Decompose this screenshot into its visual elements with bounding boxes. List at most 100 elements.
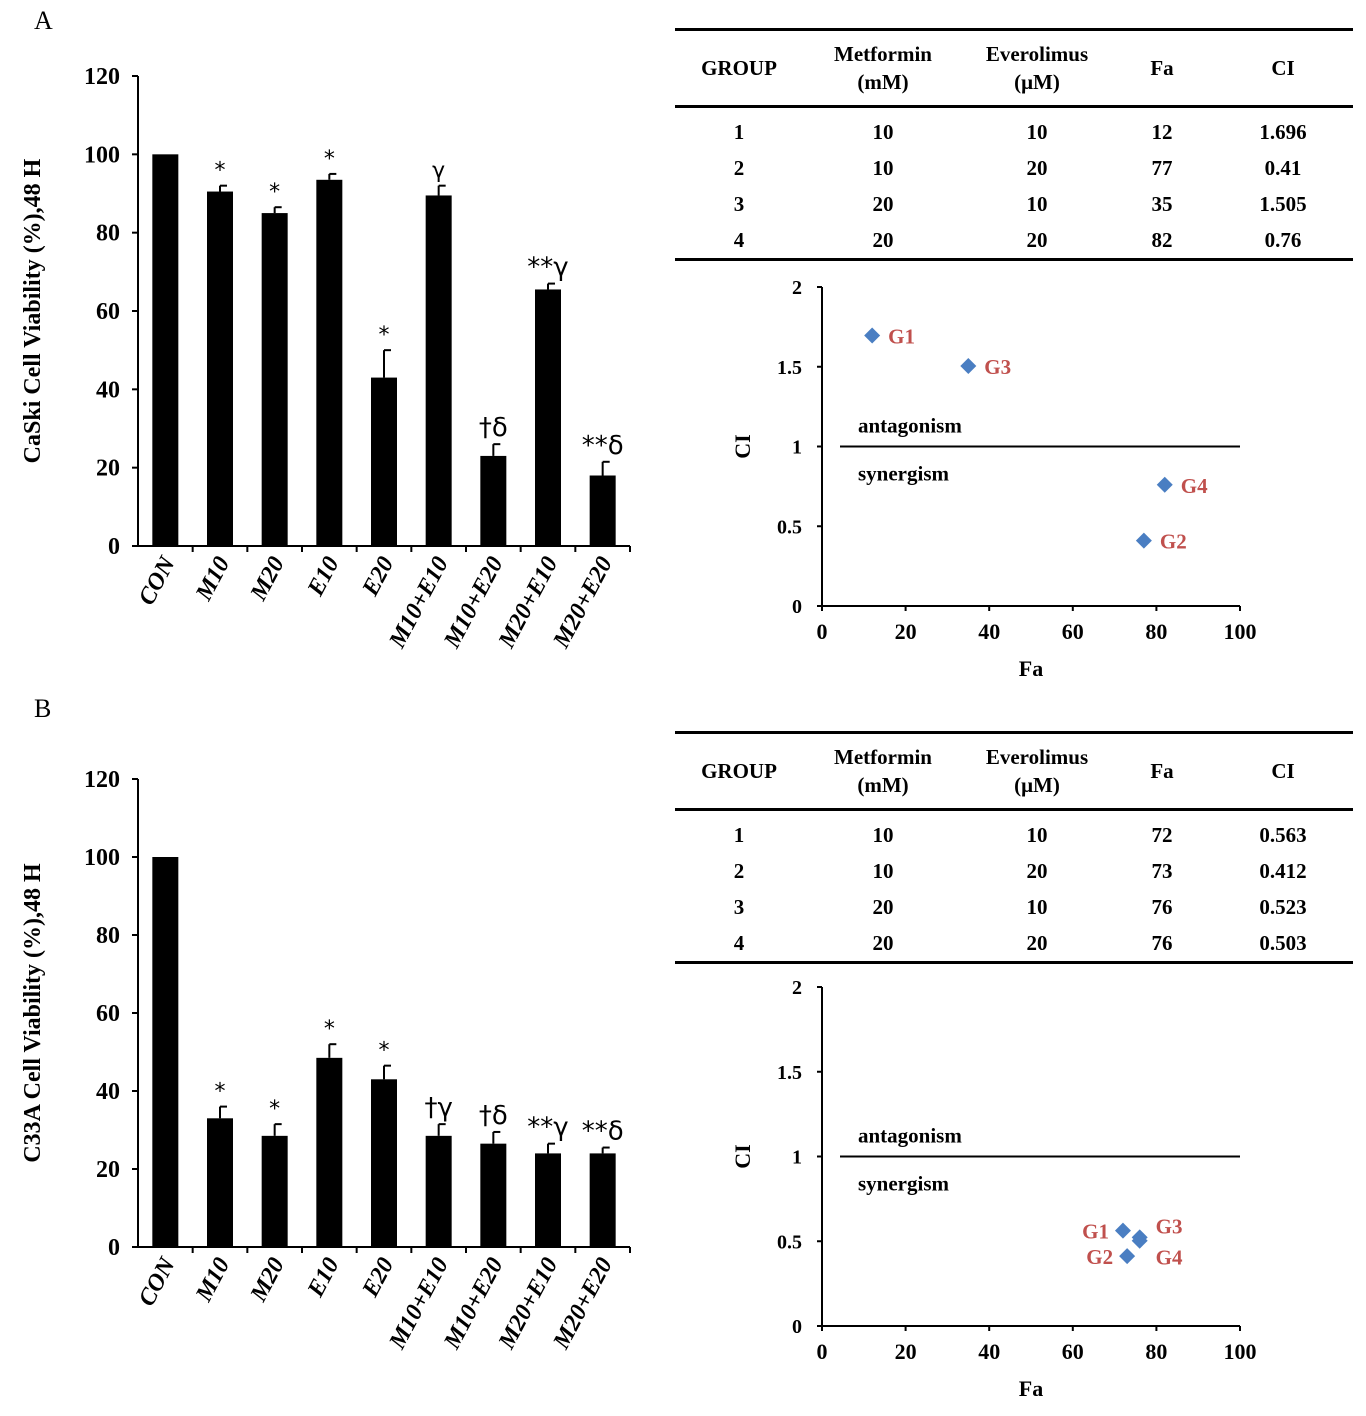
bar-CON (152, 154, 179, 547)
significance-marker: **γ (527, 1113, 568, 1143)
y-tick-label: 60 (96, 299, 120, 325)
significance-marker: * (379, 1039, 390, 1064)
table-row: 4 20 20 82 0.76 (675, 222, 1353, 260)
y-tick-label: 1 (792, 1147, 802, 1169)
y-tick-label: 40 (96, 377, 120, 403)
table-cell: 20 (872, 191, 894, 216)
table-cell: 10 (872, 119, 894, 144)
table-cell: 20 (872, 227, 894, 252)
table-cell: 0.523 (1259, 894, 1307, 919)
table-row: 3 20 10 76 0.523 (675, 889, 1353, 925)
y-tick-label: 0 (792, 1316, 802, 1338)
significance-marker: * (269, 1097, 280, 1122)
table-row: 2 10 20 73 0.412 (675, 853, 1353, 889)
table-row: 1 10 10 12 1.696 (675, 107, 1353, 151)
col-header-group: GROUP (701, 56, 777, 80)
y-tick-label: 0 (108, 534, 120, 560)
table-cell: 1 (733, 822, 745, 847)
table-cell: 12 (1151, 119, 1173, 144)
panel-letter-a: A (34, 6, 53, 35)
table-row: 3 20 10 35 1.505 (675, 186, 1353, 222)
y-tick-label: 120 (84, 64, 120, 90)
table-row: 4 20 20 76 0.503 (675, 925, 1353, 963)
y-tick-label: 100 (84, 142, 120, 168)
bar-M20+E20 (589, 1153, 616, 1247)
significance-marker: **γ (527, 253, 568, 283)
col-header-metformin-text: Metformin (mM) (834, 745, 932, 797)
x-tick-label: 80 (1145, 1339, 1167, 1364)
point-label-G1: G1 (1082, 1220, 1109, 1244)
table-cell: 10 (872, 858, 894, 883)
table-cell: 1.505 (1259, 191, 1307, 216)
col-header-group: GROUP (701, 759, 777, 783)
point-label-G2: G2 (1086, 1245, 1113, 1269)
y-tick-label: 40 (96, 1079, 120, 1105)
table-cell: 10 (1026, 894, 1048, 919)
y-tick-label: 80 (96, 923, 120, 949)
significance-marker: **δ (582, 431, 624, 461)
col-header-fa: Fa (1150, 759, 1174, 783)
point-label-G4: G4 (1181, 474, 1208, 498)
y-tick-label: 100 (84, 845, 120, 871)
table-cell: 77 (1151, 155, 1173, 180)
point-G4 (1156, 476, 1173, 493)
bar-M20+E10 (535, 289, 561, 546)
table-cell: 0.563 (1259, 822, 1307, 847)
table-cell: 1.696 (1259, 119, 1307, 144)
y-tick-label: 0.5 (777, 516, 802, 538)
table-cell: 35 (1151, 191, 1173, 216)
table-cell: 10 (872, 155, 894, 180)
point-G2 (1119, 1248, 1136, 1265)
y-tick-label: 1.5 (777, 357, 802, 379)
point-G3 (960, 357, 977, 374)
table-cell: 10 (1026, 119, 1048, 144)
table-cell: 0.76 (1264, 227, 1302, 252)
bar-M10+E10 (425, 195, 452, 547)
panel-letter-b: B (34, 694, 52, 723)
table-cell: 76 (1151, 930, 1173, 955)
point-label-G3: G3 (984, 355, 1011, 379)
synergism-label: synergism (858, 462, 950, 486)
point-G1 (1114, 1222, 1131, 1239)
table-cell: 20 (872, 930, 894, 955)
significance-marker: †δ (479, 413, 508, 443)
x-tick-label: 40 (978, 1339, 1000, 1364)
col-header-everolimus-text: Everolimus (μM) (985, 745, 1089, 797)
y-tick-label: 60 (96, 1001, 120, 1027)
table-cell: 20 (1026, 227, 1048, 252)
table-cell: 20 (1026, 930, 1048, 955)
x-axis-label: Fa (1019, 656, 1043, 681)
x-tick-label: 80 (1145, 619, 1167, 644)
y-axis-label: CI (730, 1144, 755, 1168)
point-label-G1: G1 (888, 324, 915, 348)
y-axis-label: C33A Cell Viability (%),48 H (20, 863, 46, 1163)
table-cell: 20 (872, 894, 894, 919)
col-header-metformin: Metformin (mM) (803, 30, 963, 107)
table-row: 1 10 10 72 0.563 (675, 810, 1353, 854)
x-tick-label: 0 (817, 619, 828, 644)
bar-M20+E20 (589, 475, 616, 546)
table-cell: 2 (733, 155, 745, 180)
table-cell: 72 (1151, 822, 1173, 847)
point-G1 (864, 327, 881, 344)
table-cell: 1 (733, 119, 745, 144)
y-tick-label: 2 (792, 977, 802, 999)
bar-M10+E20 (480, 1143, 507, 1247)
table-cell: 4 (733, 227, 745, 252)
table-cell: 76 (1151, 894, 1173, 919)
combination-table-a: GROUP Metformin (mM) Everolimus (μM) Fa … (675, 28, 1353, 261)
table-cell: 20 (1026, 858, 1048, 883)
point-G4 (1131, 1232, 1148, 1249)
x-tick-label: 40 (978, 619, 1000, 644)
point-label-G2: G2 (1160, 530, 1187, 554)
col-header-everolimus: Everolimus (μM) (963, 30, 1111, 107)
x-tick-label: 100 (1224, 619, 1257, 644)
table-cell: 0.41 (1264, 155, 1302, 180)
combination-table-b: GROUP Metformin (mM) Everolimus (μM) Fa … (675, 731, 1353, 964)
bar-M20 (261, 213, 288, 547)
bar-E10 (316, 179, 343, 546)
significance-marker: †δ (479, 1101, 508, 1131)
x-tick-label: 20 (895, 619, 917, 644)
